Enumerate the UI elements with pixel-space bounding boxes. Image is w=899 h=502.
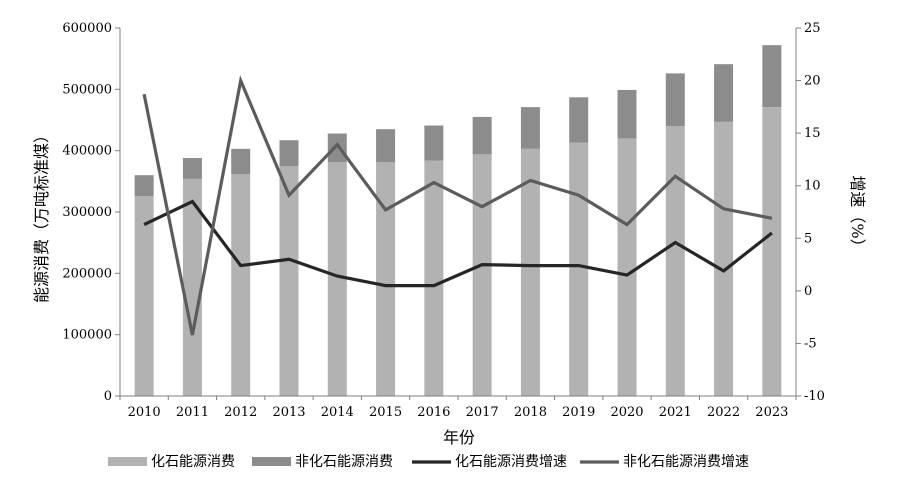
- x-tick-label: 2023: [755, 405, 788, 420]
- bar-nonfossil-2020: [617, 89, 637, 139]
- bar-nonfossil-2012: [231, 148, 251, 174]
- bar-fossil-2022: [714, 121, 734, 396]
- x-tick-label: 2017: [466, 405, 499, 420]
- y2-tick-label: 20: [804, 74, 821, 89]
- bar-nonfossil-2016: [424, 125, 444, 161]
- y2-tick-label: 25: [804, 21, 821, 36]
- y-tick-label: 400000: [62, 144, 112, 159]
- line-nonfossil-growth: [142, 75, 773, 336]
- x-axis-title: 年份: [443, 428, 475, 447]
- x-tick-label: 2015: [369, 405, 402, 420]
- bars-layer: [134, 45, 782, 397]
- bar-fossil-2014: [327, 162, 347, 396]
- y2-tick-label: -5: [804, 336, 817, 351]
- bar-fossil-2011: [182, 178, 202, 396]
- bar-nonfossil-2018: [520, 107, 540, 149]
- x-tick-label: 2019: [562, 405, 595, 420]
- y2-tick-label: 0: [804, 284, 812, 299]
- legend: 化石能源消费 非化石能源消费 化石能源消费增速 非化石能源消费增速: [108, 454, 749, 470]
- y-tick-label: 100000: [62, 328, 112, 343]
- bar-nonfossil-2022: [714, 64, 734, 122]
- line-fossil-growth: [143, 199, 773, 288]
- bar-fossil-2013: [279, 166, 299, 396]
- bar-fossil-2019: [569, 142, 589, 396]
- y2-tick-label: 15: [804, 126, 821, 141]
- x-tick-label: 2021: [659, 405, 692, 420]
- legend-label-1: 非化石能源消费: [295, 454, 393, 470]
- y-tick-label: 500000: [62, 82, 112, 97]
- y-tick-label: 300000: [62, 205, 112, 220]
- x-tick-label: 2016: [417, 405, 450, 420]
- bar-fossil-2017: [472, 154, 492, 396]
- y2-tick-label: 5: [804, 231, 812, 246]
- lines-layer: [142, 75, 773, 336]
- y-axis-title: 能源消费（万吨标准煤）: [32, 127, 51, 303]
- bar-nonfossil-2014: [327, 133, 347, 163]
- bar-nonfossil-2021: [665, 73, 685, 127]
- bar-fossil-2023: [762, 107, 782, 397]
- x-tick-label: 2020: [610, 405, 643, 420]
- x-tick-label: 2012: [224, 405, 257, 420]
- bar-fossil-2016: [424, 160, 444, 396]
- y-tick-label: 0: [104, 389, 112, 404]
- y2-axis-title: 增速（%）: [848, 175, 867, 254]
- x-tick-label: 2010: [128, 405, 161, 420]
- x-tick-label: 2014: [321, 405, 354, 420]
- bar-nonfossil-2011: [182, 158, 202, 179]
- bar-fossil-2018: [520, 148, 540, 396]
- legend-label-2: 化石能源消费增速: [455, 454, 567, 470]
- legend-swatch-0: [108, 457, 147, 466]
- x-tick-label: 2011: [176, 405, 209, 420]
- y-tick-label: 600000: [62, 21, 112, 36]
- bar-fossil-2020: [617, 138, 637, 396]
- axes-layer: 0 100000 200000 300000 400000 500000 600000 -10…: [62, 21, 825, 420]
- bar-fossil-2015: [376, 162, 396, 396]
- x-tick-label: 2013: [272, 405, 305, 420]
- y-tick-label: 200000: [62, 266, 112, 281]
- x-tick-label: 2022: [707, 405, 740, 420]
- x-tick-label: 2018: [514, 405, 547, 420]
- bar-fossil-2010: [134, 196, 154, 396]
- legend-swatch-1: [252, 457, 291, 466]
- bar-nonfossil-2019: [569, 97, 589, 143]
- bar-nonfossil-2010: [134, 175, 154, 197]
- bar-nonfossil-2023: [762, 45, 782, 108]
- legend-label-3: 非化石能源消费增速: [623, 454, 749, 470]
- bar-nonfossil-2015: [376, 129, 396, 163]
- y2-tick-label: 10: [804, 179, 821, 194]
- legend-label-0: 化石能源消费: [151, 454, 235, 470]
- bar-nonfossil-2017: [472, 116, 492, 155]
- bar-fossil-2012: [231, 173, 251, 396]
- bar-fossil-2021: [665, 126, 685, 396]
- bar-nonfossil-2013: [279, 140, 299, 166]
- y2-tick-label: -10: [804, 389, 825, 404]
